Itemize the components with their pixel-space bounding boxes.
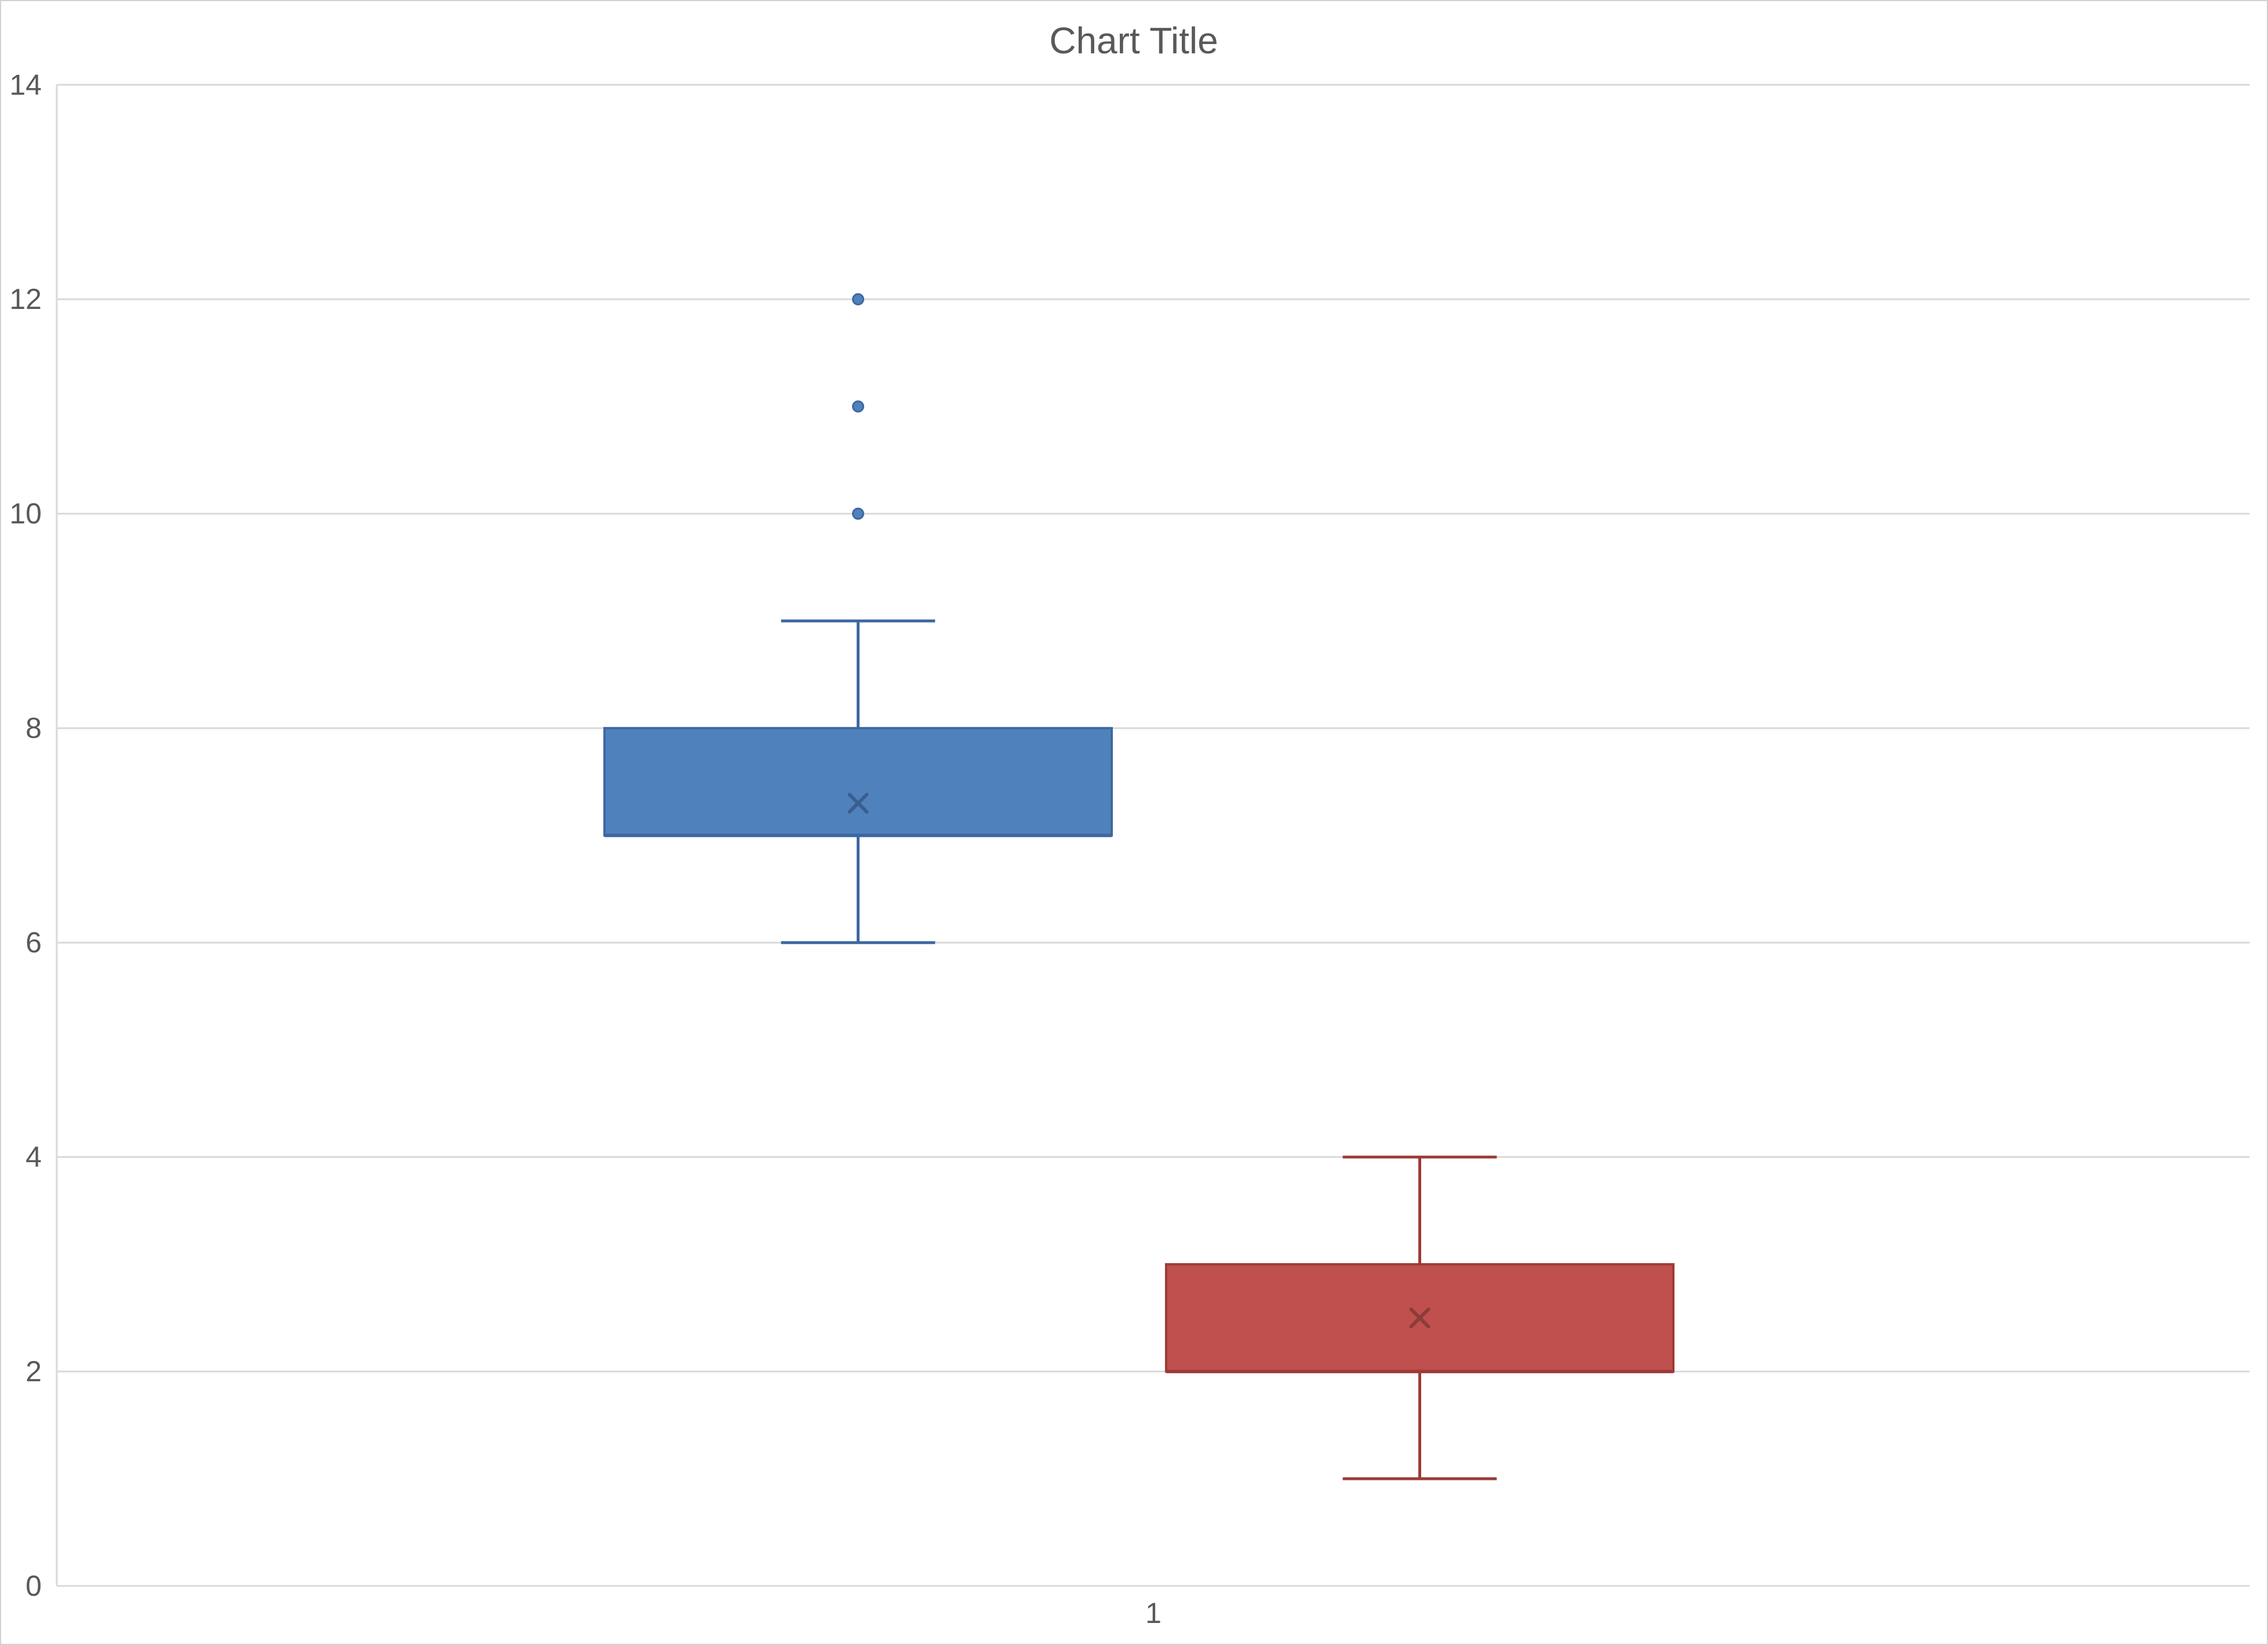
y-axis-tick-label: 14 — [9, 68, 42, 101]
chart-title[interactable]: Chart Title — [1049, 20, 1218, 61]
box-series-1[interactable] — [603, 293, 1113, 944]
y-axis-tick-label: 6 — [26, 926, 42, 959]
y-axis-tick-label: 10 — [9, 497, 42, 530]
y-axis-tick-label: 4 — [26, 1141, 42, 1173]
outlier-point[interactable] — [851, 507, 864, 520]
series-group — [603, 293, 1675, 1480]
y-axis-tick-label: 12 — [9, 283, 42, 315]
box-series-2[interactable] — [1164, 1155, 1675, 1480]
mean-marker-x-icon — [1409, 1307, 1430, 1329]
y-axis-tick-label: 2 — [26, 1355, 42, 1388]
y-axis-tick-label: 8 — [26, 712, 42, 744]
outlier-point[interactable] — [851, 400, 864, 413]
y-axis-tick-label: 0 — [26, 1570, 42, 1602]
gridlines-group — [56, 83, 2250, 1373]
y-axis-tick-labels: 0 2 4 6 8 10 12 14 — [9, 68, 42, 1602]
axes-group — [56, 85, 2250, 1587]
x-axis-category-label: 1 — [1145, 1597, 1162, 1629]
outlier-point[interactable] — [851, 293, 864, 305]
quartile-box[interactable] — [603, 727, 1113, 837]
mean-marker-x-icon — [847, 792, 869, 814]
